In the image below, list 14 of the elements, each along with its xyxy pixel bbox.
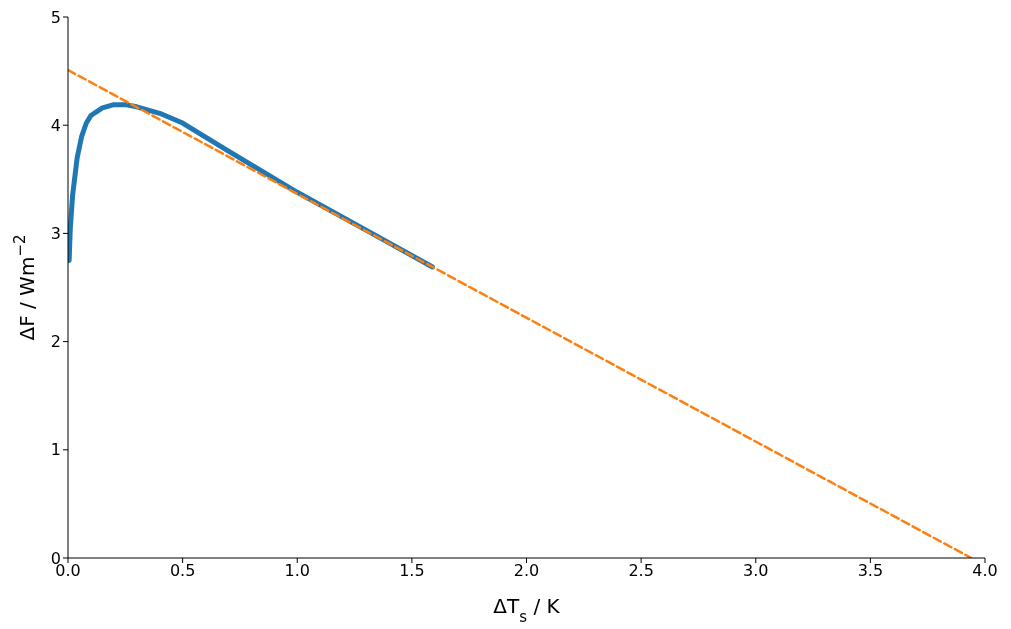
- x-axis-title: ΔT$_{s}$ / K: [493, 594, 561, 626]
- x-tick-label: 0.5: [169, 561, 196, 581]
- y-tick-label: 4: [50, 115, 61, 135]
- y-tick-label: 5: [50, 7, 61, 27]
- x-tick-label: 2.5: [628, 561, 654, 581]
- y-tick-label: 3: [50, 224, 61, 244]
- y-tick-label: 1: [50, 440, 61, 460]
- x-tick-label: 1.5: [399, 561, 425, 581]
- x-tick-label: 3.0: [743, 561, 769, 581]
- x-tick-label: 3.5: [857, 561, 884, 581]
- x-tick-label: 4.0: [972, 561, 998, 581]
- x-tick-label: 1.0: [284, 561, 310, 581]
- x-tick-label: 2.0: [513, 561, 540, 581]
- y-tick-label: 2: [50, 332, 61, 352]
